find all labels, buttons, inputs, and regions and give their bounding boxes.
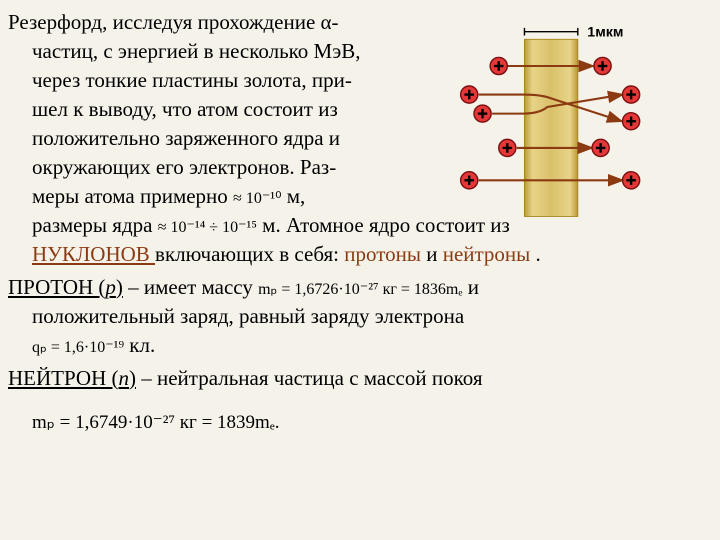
term-protons: протоны — [344, 242, 421, 266]
line11: положительный заряд, равный заряду элект… — [32, 304, 464, 328]
line12: кл. — [129, 333, 155, 357]
neutron-n: n — [119, 366, 130, 390]
line9a: включающих в себя: — [155, 242, 344, 266]
proton-p: р — [105, 275, 116, 299]
term-neutrons: нейтроны — [443, 242, 531, 266]
proton-label: ПРОТОН ( — [8, 275, 105, 299]
neutron-label2: ) — [129, 366, 136, 390]
scale-label: 1мкм — [587, 26, 623, 40]
dot1: . — [536, 242, 541, 266]
line6: окружающих его электронов. Раз- — [8, 153, 448, 182]
neutron-label: НЕЙТРОН ( — [8, 366, 119, 390]
line7b: м, — [287, 184, 306, 208]
proton-label2: ) — [116, 275, 123, 299]
line10a: – имеет массу — [128, 275, 258, 299]
formula-nucleus-size: ≈ 10⁻¹⁴ ÷ 10⁻¹⁵ — [158, 219, 257, 236]
line4: шел к выводу, что атом состоит из — [8, 95, 448, 124]
line3: через тонкие пластины золота, при- — [8, 66, 448, 95]
formula-neutron-mass: mₚ = 1,6749·10⁻²⁷ кг = 1839mₑ. — [32, 412, 279, 433]
rutherford-diagram: 1мкм — [431, 26, 676, 226]
line1: Резерфорд, исследуя прохождение α- — [8, 10, 339, 34]
line8a: размеры ядра — [32, 213, 158, 237]
line5: положительно заряженного ядра и — [8, 124, 448, 153]
line2: частиц, с энергией в несколько МэВ, — [8, 37, 448, 66]
term-nucleons: НУКЛОНОВ — [32, 242, 155, 266]
formula-proton-mass: mₚ = 1,6726·10⁻²⁷ кг = 1836mₑ — [258, 281, 462, 298]
and2: и — [468, 275, 479, 299]
formula-charge: qₚ = 1,6·10⁻¹⁹ — [32, 339, 124, 356]
line7a: меры атома примерно — [32, 184, 233, 208]
formula-atom-size: ≈ 10⁻¹⁰ — [233, 190, 281, 207]
line13: – нейтральная частица с массой покоя — [141, 366, 482, 390]
and1: и — [426, 242, 443, 266]
